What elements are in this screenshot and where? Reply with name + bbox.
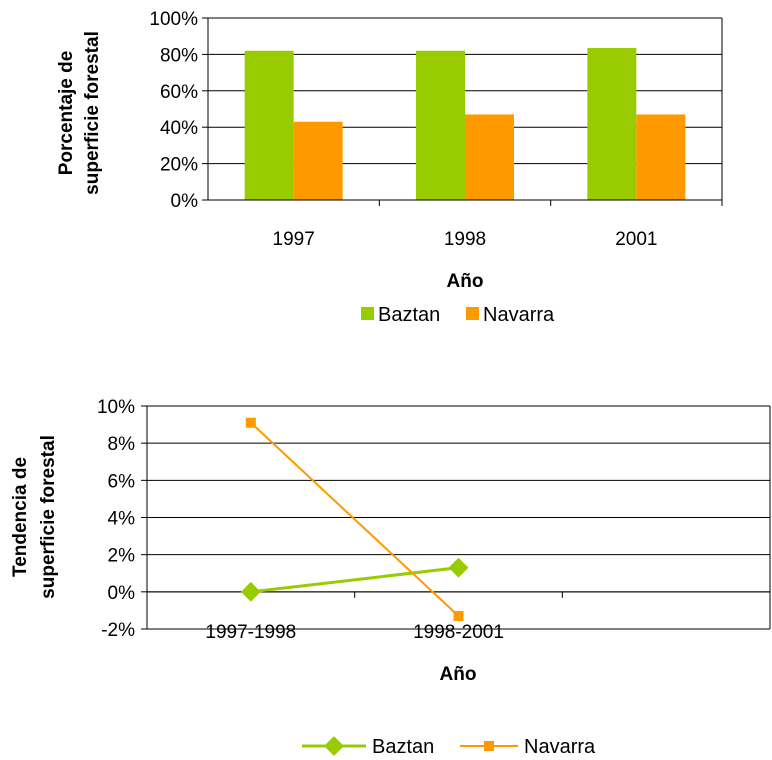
legend-label-baztan: Baztan bbox=[378, 304, 440, 326]
series-line-baztan bbox=[250, 566, 459, 594]
line-chart-legend: Baztan Navarra bbox=[302, 736, 596, 758]
y-tick-label: 100% bbox=[149, 9, 198, 30]
y-tick-label: 60% bbox=[160, 82, 198, 103]
y-tick-label: 0% bbox=[108, 583, 136, 604]
bar-baztan-1997 bbox=[244, 50, 294, 201]
y-tick-label: 80% bbox=[160, 45, 198, 66]
bar-chart-y-axis-title-line-2: superficie forestal bbox=[82, 31, 103, 195]
legend-marker-baztan bbox=[324, 736, 344, 756]
bar-chart-bars bbox=[244, 48, 686, 201]
bar-chart-axes bbox=[202, 17, 723, 206]
point-navarra-1998-2001 bbox=[453, 610, 464, 621]
line-chart-y-axis-title: Tendencia de superficie forestal bbox=[10, 435, 59, 599]
point-navarra-1997-1998 bbox=[245, 417, 256, 428]
legend-swatch-baztan bbox=[361, 307, 374, 320]
bar-chart-x-axis-title: Año bbox=[447, 271, 484, 292]
y-tick-label: -2% bbox=[101, 620, 135, 641]
line-chart-x-axis-title: Año bbox=[440, 664, 477, 685]
x-tick-label: 1997 bbox=[273, 229, 315, 250]
bar-chart-y-tick-labels: 0% 20% 40% 60% 80% 100% bbox=[149, 9, 198, 212]
point-baztan-1998-2001 bbox=[448, 557, 469, 578]
y-tick-label: 6% bbox=[108, 471, 136, 492]
bar-chart-legend: Baztan Navarra bbox=[361, 304, 555, 326]
y-tick-label: 0% bbox=[171, 191, 199, 212]
point-baztan-1997-1998 bbox=[240, 581, 261, 602]
bar-chart-y-axis-title-line-1: Porcentaje de bbox=[56, 51, 77, 176]
series-line-navarra bbox=[250, 421, 460, 617]
line-chart-y-tick-labels: -2% 0% 2% 4% 6% 8% 10% bbox=[97, 397, 135, 641]
y-tick-label: 2% bbox=[108, 546, 136, 567]
legend-label-navarra: Navarra bbox=[483, 304, 555, 326]
bar-chart-x-tick-labels: 1997 1998 2001 bbox=[273, 229, 658, 250]
y-tick-label: 8% bbox=[108, 434, 136, 455]
y-tick-label: 20% bbox=[160, 155, 198, 176]
x-tick-label: 1998-2001 bbox=[413, 622, 504, 643]
bar-baztan-1998 bbox=[416, 50, 465, 201]
x-tick-label: 2001 bbox=[615, 229, 657, 250]
bar-navarra-1998 bbox=[465, 114, 514, 200]
line-chart-y-axis-title-line-2: superficie forestal bbox=[38, 435, 59, 599]
bar-navarra-2001 bbox=[636, 114, 686, 200]
legend-label-navarra-line: Navarra bbox=[524, 736, 596, 758]
bar-chart: 0% 20% 40% 60% 80% 100% 1997 1998 2001 Año Porc… bbox=[56, 9, 723, 326]
line-chart: -2%0%2%4%6%8%10% 1997-1998 1998-2001 Año … bbox=[10, 397, 771, 758]
y-tick-label: 4% bbox=[108, 509, 136, 530]
bar-chart-y-axis-title: Porcentaje de superficie forestal bbox=[56, 31, 103, 195]
legend-label-baztan-line: Baztan bbox=[372, 736, 434, 758]
line-chart-series bbox=[240, 417, 469, 621]
x-tick-label: 1997-1998 bbox=[205, 622, 296, 643]
legend-marker-navarra bbox=[484, 741, 494, 751]
y-tick-label: 10% bbox=[97, 397, 135, 418]
bar-navarra-1997 bbox=[293, 121, 343, 200]
x-tick-label: 1998 bbox=[444, 229, 486, 250]
y-tick-label: 40% bbox=[160, 118, 198, 139]
legend-swatch-navarra bbox=[466, 307, 479, 320]
line-chart-x-tick-labels: 1997-1998 1998-2001 bbox=[205, 622, 504, 643]
bar-baztan-2001 bbox=[587, 48, 637, 200]
line-chart-y-axis-title-line-1: Tendencia de bbox=[10, 457, 31, 577]
